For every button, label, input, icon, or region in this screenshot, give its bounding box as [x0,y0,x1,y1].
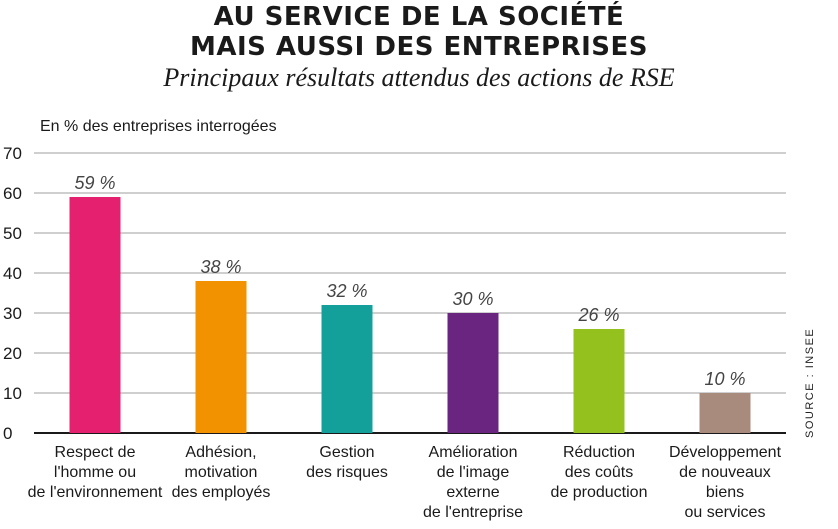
chart-title-line-2: MAIS AUSSI DES ENTREPRISES [189,32,648,62]
x-tick-label: Adhésion, motivation des employés [141,443,301,503]
x-tick-label-line: de l'environnement [27,484,163,501]
x-tick-label-line: Développement [668,444,782,461]
x-tick-label-line: Gestion [319,444,375,461]
data-label: 59 % [74,173,115,193]
x-tick-label-line: de nouveaux [679,464,771,481]
y-tick-label: 50 [3,224,22,243]
bar [321,305,373,433]
x-tick-label-line: motivation [184,464,258,481]
x-tick-label-line: Respect de [54,444,136,461]
x-tick-label-line: Adhésion, [185,444,257,461]
x-tick-label-line: Réduction [562,444,636,461]
x-tick-label-line: de l'image [436,464,510,481]
bar [447,313,499,433]
x-tick-label-line: des risques [306,464,388,481]
x-tick-label: Gestion des risques [267,443,427,483]
x-tick-label-line: biens [705,484,745,501]
x-tick-label-line: ou services [684,504,766,521]
x-tick-label-line: de l'entreprise [423,504,523,521]
y-tick-label: 30 [3,304,22,323]
data-label: 26 % [577,305,619,325]
x-tick-label-line: l'homme ou [53,464,137,481]
data-label: 38 % [200,257,241,277]
y-axis-label: En % des entreprises interrogées [40,118,277,135]
x-tick-label: Respect de l'homme ou de l'environnement [15,443,175,503]
y-tick-label: 70 [3,144,22,163]
data-label: 32 % [326,281,367,301]
data-label: 30 % [452,289,493,309]
bar [69,197,121,433]
x-tick-label: Développement de nouveaux biens ou services [645,443,805,523]
x-tick-label-line: de production [550,484,648,501]
x-tick-label-line: des coûts [564,464,634,481]
bar [195,281,247,433]
bar [699,393,751,433]
x-tick-label: Amélioration de l'image externe de l'entrep… [393,443,553,523]
y-tick-label: 60 [3,184,22,203]
y-tick-label: 20 [3,344,22,363]
data-label: 10 % [704,369,745,389]
x-tick-label: Réduction des coûts de production [519,443,679,503]
chart-subtitle: Principaux résultats attendus des action… [163,63,675,92]
x-tick-label-line: des employés [171,484,271,501]
y-tick-label: 10 [3,384,22,403]
y-tick-label: 0 [3,424,12,443]
chart-title-line-1: AU SERVICE DE LA SOCIÉTÉ [213,2,625,32]
x-tick-label-line: externe [446,484,500,501]
bar [573,329,625,433]
y-tick-label: 40 [3,264,22,283]
x-tick-label-line: Amélioration [428,444,518,461]
